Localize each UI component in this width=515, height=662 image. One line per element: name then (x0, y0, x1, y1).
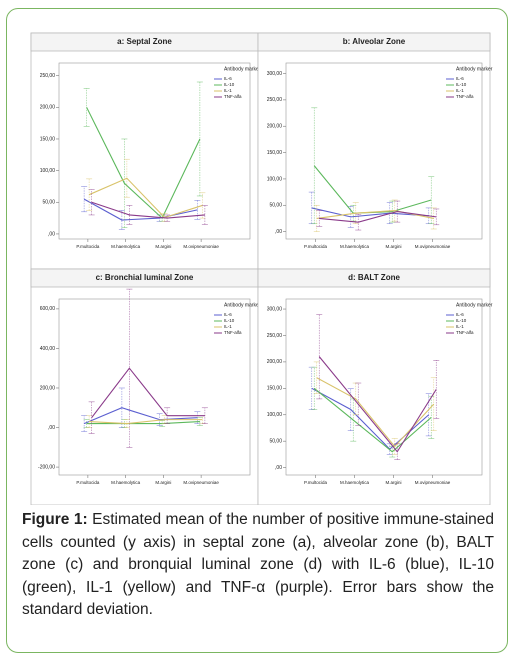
y-tick-label: 150,00 (40, 136, 56, 142)
legend-label: IL-6 (456, 312, 464, 317)
legend-label: IL-10 (456, 82, 467, 87)
caption-label: Figure 1: (22, 511, 88, 528)
series-line (318, 356, 437, 453)
legend-label: IL-1 (456, 88, 464, 93)
y-tick-label: 300,00 (267, 306, 283, 312)
caption: Figure 1: Estimated mean of the number o… (22, 509, 494, 622)
series-line (319, 211, 437, 223)
series-line (83, 407, 198, 425)
y-tick-label: ,00 (275, 465, 282, 471)
panel-title: c: Bronchial luminal Zone (96, 273, 194, 282)
legend-label: IL-6 (224, 76, 232, 81)
x-tick-label: M.ovipneumoniae (415, 480, 451, 485)
y-tick-label: ,00 (48, 231, 55, 237)
series-line (313, 387, 432, 453)
x-tick-label: M.haemolytica (111, 244, 141, 249)
legend-label: IL-10 (224, 318, 235, 323)
y-tick-label: 150,00 (267, 150, 283, 156)
legend-title: Antibody marker (224, 66, 261, 72)
y-tick-label: -200,00 (38, 464, 55, 470)
series-line (86, 421, 200, 425)
panel-title-bar (257, 268, 491, 288)
y-tick-label: 200,00 (267, 359, 283, 365)
legend-label: TNF-alfa (456, 94, 474, 99)
legend-label: IL-6 (224, 312, 232, 317)
x-tick-label: M.argini (385, 244, 401, 249)
y-tick-label: 50,00 (42, 200, 55, 206)
x-tick-label: M.haemolytica (111, 480, 141, 485)
figure: a: Septal Zone ,00 50,00 100,00 150,00 200,00… (30, 32, 493, 505)
x-tick-label: P.multocida (76, 480, 99, 485)
legend-label: IL-10 (456, 318, 467, 323)
y-tick-label: 600,00 (40, 306, 56, 312)
series-line (86, 107, 201, 220)
panel-title: b: Alveolar Zone (343, 37, 406, 46)
series-line (88, 177, 203, 219)
series-line (91, 201, 205, 219)
y-tick-label: 100,00 (40, 168, 56, 174)
y-tick-label: 250,00 (267, 97, 283, 103)
x-tick-label: M.ovipneumoniae (183, 480, 219, 485)
legend-label: IL-1 (224, 324, 232, 329)
caption-text: Estimated mean of the number of positive… (22, 511, 495, 618)
y-tick-label: 200,00 (40, 105, 56, 111)
y-tick-label: 100,00 (267, 176, 283, 182)
legend-label: TNF-alfa (456, 330, 474, 335)
y-tick-label: 250,00 (267, 333, 283, 339)
series-line (311, 207, 429, 218)
plot-area (285, 62, 483, 240)
x-tick-label: P.multocida (76, 244, 99, 249)
legend-label: TNF-alfa (224, 94, 242, 99)
series-line (83, 198, 198, 221)
panel (257, 32, 491, 270)
y-tick-label: 300,00 (267, 71, 283, 77)
x-tick-label: M.haemolytica (340, 244, 370, 249)
panel-title-bar (257, 32, 491, 52)
y-tick-label: 100,00 (267, 412, 283, 418)
x-tick-label: M.haemolytica (340, 480, 370, 485)
legend-label: TNF-alfa (224, 330, 242, 335)
legend-label: IL-1 (456, 324, 464, 329)
plot-area (285, 298, 483, 476)
panel (257, 268, 491, 505)
panel-title: a: Septal Zone (117, 37, 172, 46)
y-tick-label: 50,00 (269, 439, 282, 445)
x-tick-label: P.multocida (304, 244, 327, 249)
y-tick-label: 200,00 (40, 385, 56, 391)
legend-title: Antibody marker (456, 66, 493, 72)
x-tick-label: P.multocida (304, 480, 327, 485)
y-tick-label: 250,00 (40, 73, 56, 79)
legend-label: IL-6 (456, 76, 464, 81)
x-tick-label: M.argini (385, 480, 401, 485)
plot-area (58, 62, 251, 240)
series-line (89, 419, 203, 425)
y-tick-label: 200,00 (267, 124, 283, 130)
figure-frame (6, 8, 508, 653)
x-tick-label: M.argini (155, 244, 171, 249)
series-line (316, 209, 434, 219)
plot-area (58, 298, 251, 476)
legend-title: Antibody marker (456, 302, 493, 308)
y-tick-label: ,00 (48, 425, 55, 431)
x-tick-label: M.argini (155, 480, 171, 485)
legend-label: IL-1 (224, 88, 232, 93)
y-tick-label: 150,00 (267, 386, 283, 392)
x-tick-label: M.ovipneumoniae (183, 244, 219, 249)
panel-title: d: BALT Zone (348, 273, 400, 282)
x-tick-label: M.ovipneumoniae (415, 244, 451, 249)
legend-title: Antibody marker (224, 302, 261, 308)
y-tick-label: 50,00 (269, 203, 282, 209)
y-tick-label: 400,00 (40, 346, 56, 352)
y-tick-label: ,00 (275, 229, 282, 235)
series-line (91, 367, 205, 418)
legend-label: IL-10 (224, 82, 235, 87)
